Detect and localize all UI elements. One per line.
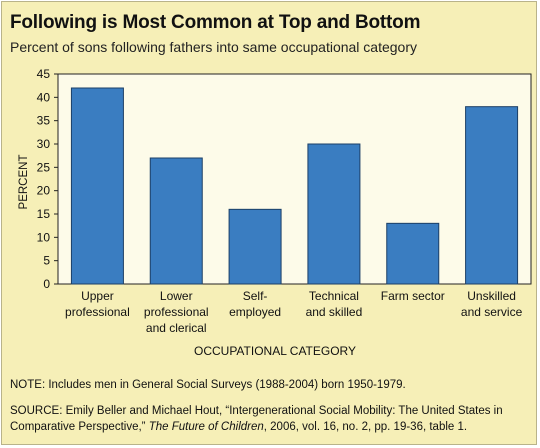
bar	[386, 222, 440, 285]
y-tick-label: 0	[43, 277, 50, 291]
bar	[228, 208, 282, 285]
y-tick-label: 40	[37, 90, 51, 104]
source-journal: The Future of Children	[148, 421, 264, 433]
x-tick-label: Upper	[81, 289, 114, 303]
y-tick-label: 20	[37, 184, 51, 198]
y-tick-label: 5	[43, 254, 50, 268]
bar	[70, 87, 124, 285]
note-label: NOTE:	[10, 379, 46, 391]
y-axis-label: PERCENT	[18, 155, 30, 210]
x-axis: Upper professional Lower professional and cl…	[65, 289, 523, 335]
y-tick-label: 25	[37, 160, 51, 174]
bars	[70, 87, 519, 285]
bar	[307, 143, 361, 285]
bar	[149, 157, 203, 285]
source-text-end: , 2006, vol. 16, no. 2, pp. 19-36, table…	[263, 421, 468, 433]
chart-title: Following is Most Common at Top and Bott…	[10, 12, 421, 33]
y-axis: 0 5 10 15 20 25 30 35 40 45	[37, 67, 58, 291]
note: NOTE: Includes men in General Social Sur…	[10, 377, 530, 393]
x-tick-label: Technical	[309, 289, 359, 303]
x-tick-label: professional	[65, 305, 130, 319]
x-tick-label: Self-	[243, 289, 268, 303]
x-tick-label: Unskilled	[467, 289, 516, 303]
x-tick-label: and skilled	[306, 305, 363, 319]
x-axis-label: OCCUPATIONAL CATEGORY	[194, 344, 356, 358]
x-tick-label: and clerical	[146, 321, 207, 335]
source-label: SOURCE:	[10, 405, 63, 417]
chart-subtitle: Percent of sons following fathers into s…	[10, 39, 418, 55]
x-tick-label: employed	[229, 305, 281, 319]
source: SOURCE: Emily Beller and Michael Hout, “…	[10, 403, 530, 435]
y-tick-label: 45	[37, 67, 51, 81]
source-text: Emily Beller and Michael Hout, “Intergen…	[10, 405, 503, 433]
x-tick-label: and service	[461, 305, 523, 319]
y-tick-label: 30	[37, 137, 51, 151]
plot-area	[57, 73, 532, 285]
bar-chart: 0 5 10 15 20 25 30 35 40 45 Upper professional Lowe…	[18, 67, 532, 358]
note-text: Includes men in General Social Surveys (…	[48, 379, 406, 391]
x-tick-label: professional	[144, 305, 209, 319]
y-tick-label: 15	[37, 207, 51, 221]
bar	[465, 106, 519, 285]
y-tick-label: 35	[37, 114, 51, 128]
x-tick-label: Lower	[160, 289, 193, 303]
y-tick-label: 10	[37, 230, 51, 244]
x-tick-label: Farm sector	[381, 289, 445, 303]
